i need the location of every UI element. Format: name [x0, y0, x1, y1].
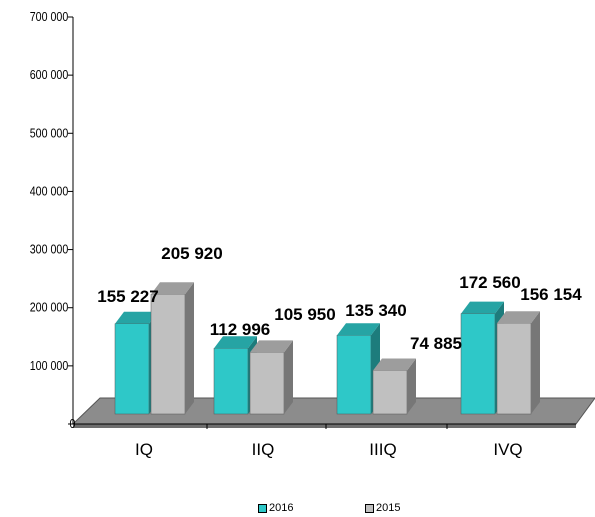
chart-floor-edge	[73, 424, 576, 428]
bar-top-2015-IQ	[151, 282, 194, 295]
data-label-2015-IQ: 205 920	[161, 244, 222, 263]
bar-side-2015-IVQ	[531, 311, 540, 414]
bar-top-2015-IIQ	[250, 340, 293, 353]
y-tick-label: 400 000	[30, 183, 69, 198]
bar-2015-IVQ	[496, 322, 532, 415]
y-tick-label: 600 000	[30, 67, 69, 82]
x-tick-label-IIIQ: IIIQ	[369, 440, 396, 459]
bar-2015-IQ	[150, 294, 186, 415]
data-label-2016-IIIQ: 135 340	[345, 301, 406, 320]
bar-2016-IVQ	[460, 313, 496, 415]
bar-top-2015-IIIQ	[373, 358, 416, 371]
bar-top-2016-IIIQ	[337, 323, 380, 336]
y-tick-label: 0	[69, 416, 75, 431]
bar-top-2016-IVQ	[461, 301, 504, 314]
y-tick-label: 700 000	[30, 9, 69, 24]
bar-side-2015-IIQ	[284, 340, 293, 414]
bar-2015-IIQ	[249, 352, 285, 415]
x-tick-label-IIQ: IIQ	[252, 440, 275, 459]
bar-side-2015-IQ	[185, 282, 194, 414]
data-label-2015-IIQ: 105 950	[274, 305, 335, 324]
legend-item-2015: 2015	[365, 502, 400, 514]
y-tick-label: 300 000	[30, 242, 69, 257]
legend-swatch-2015	[365, 503, 374, 513]
bar-top-2015-IVQ	[497, 311, 540, 324]
legend-label-2015: 2015	[376, 502, 401, 514]
y-tick-label: 200 000	[30, 300, 69, 315]
data-label-2015-IVQ: 156 154	[520, 285, 582, 304]
bar-top-2016-IIQ	[214, 336, 257, 349]
bar-side-2015-IIIQ	[407, 358, 416, 414]
x-tick-label-IVQ: IVQ	[493, 440, 522, 459]
legend-swatch-2016	[258, 503, 267, 513]
bar-2016-IQ	[114, 323, 150, 415]
bar-2016-IIIQ	[336, 335, 372, 415]
data-label-2016-IIQ: 112 996	[210, 320, 271, 339]
y-tick-label: 100 000	[30, 358, 69, 373]
legend-label-2016: 2016	[269, 502, 294, 514]
bar-2015-IIIQ	[372, 370, 408, 415]
bar-2016-IIQ	[213, 348, 249, 415]
x-tick-label-IQ: IQ	[135, 440, 153, 459]
data-label-2016-IQ: 155 227	[97, 287, 158, 306]
data-label-2015-IIIQ: 74 885	[410, 334, 462, 353]
bar-top-2016-IQ	[115, 311, 158, 324]
y-tick-label: 500 000	[30, 125, 69, 140]
data-label-2016-IVQ: 172 560	[459, 273, 520, 292]
legend-item-2016: 2016	[258, 502, 293, 514]
